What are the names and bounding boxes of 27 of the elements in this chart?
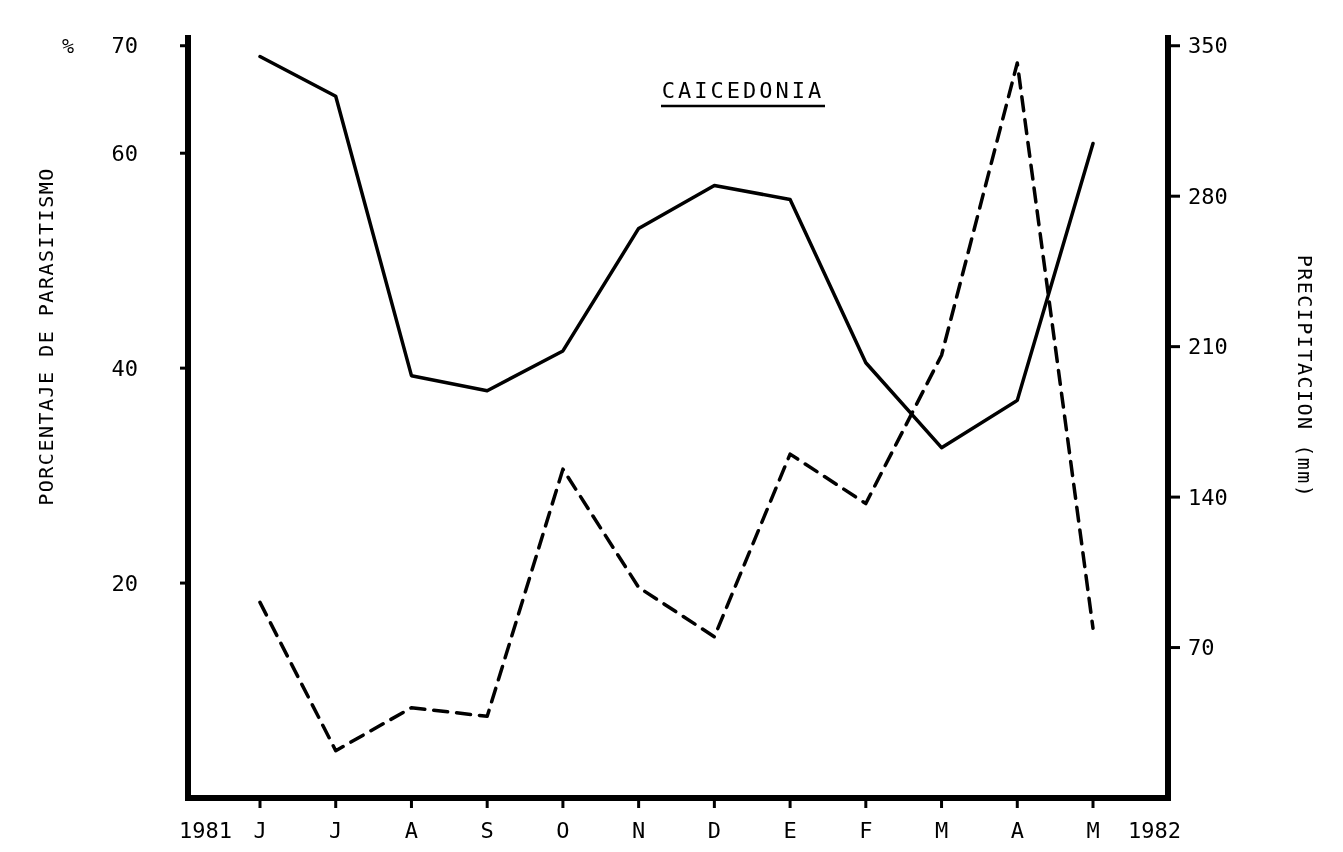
y2-axis-title: PRECIPITACION (mm) [1293, 254, 1317, 499]
x-tick-label: O [556, 818, 570, 843]
x-tick-label: N [632, 818, 646, 843]
x-tick-label: J [329, 818, 343, 843]
text: 1982 [1128, 818, 1181, 843]
y2-tick-label: 350 [1188, 33, 1228, 59]
text: % [61, 33, 75, 58]
y-axis-title: PORCENTAJE DE PARASITISMO [34, 167, 58, 506]
y2-tick-label: 70 [1188, 635, 1215, 661]
x-tick-label: D [707, 818, 721, 843]
x-tick-label: M [934, 818, 949, 843]
y2-tick-label: 140 [1188, 484, 1228, 510]
y-tick-label: 40 [111, 355, 138, 381]
y-tick-label: 20 [111, 570, 138, 596]
x-tick-label: A [404, 818, 419, 843]
x-tick-label: A [1010, 818, 1024, 843]
x-tick-label: F [859, 818, 873, 843]
y-tick-label: 60 [111, 140, 138, 166]
x-tick-label: S [480, 818, 494, 843]
y2-tick-label: 280 [1188, 183, 1228, 209]
y2-tick-label: 210 [1188, 334, 1228, 360]
x-tick-label: J [253, 818, 267, 843]
text: CAICEDONIA [661, 78, 825, 103]
y-tick-label: 70 [111, 33, 138, 59]
x-tick-label: E [783, 818, 797, 843]
text: 1981 [179, 818, 232, 843]
x-tick-label: M [1086, 818, 1100, 843]
